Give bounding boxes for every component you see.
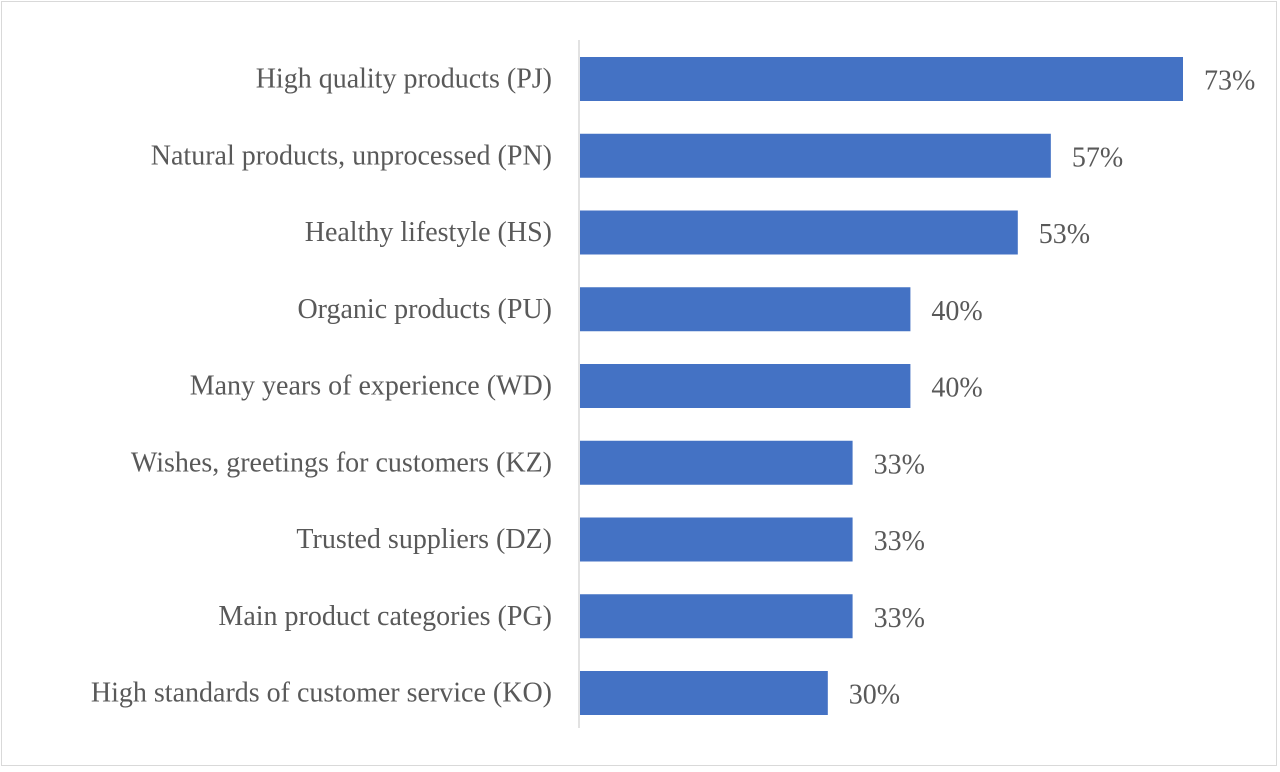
category-label-1: High quality products (PJ) [256,64,552,95]
value-label-8: 33% [874,603,925,634]
value-label-2: 57% [1072,142,1123,173]
category-label-6: Wishes, greetings for customers (KZ) [131,447,552,478]
category-label-3: Healthy lifestyle (HS) [305,217,552,248]
bar-1 [580,57,1183,101]
bars-group [580,57,1183,715]
category-label-8: Main product categories (PG) [218,601,552,632]
bar-5 [580,364,911,408]
value-label-3: 53% [1039,219,1090,250]
value-label-9: 30% [849,680,900,711]
bar-7 [580,517,853,562]
value-label-7: 33% [874,526,925,557]
value-label-4: 40% [931,296,982,327]
value-label-5: 40% [931,373,982,404]
value-labels: 73% 57% 53% 40% 40% 33% 33% 33% 30% [849,66,1256,711]
category-label-2: Natural products, unprocessed (PN) [151,140,552,171]
bar-6 [580,440,853,485]
category-labels: High quality products (PJ) Natural produc… [91,64,552,709]
bar-4 [580,287,911,332]
value-label-6: 33% [874,449,925,480]
category-label-4: Organic products (PU) [297,294,552,325]
category-label-7: Trusted suppliers (DZ) [296,524,552,555]
category-label-5: Many years of experience (WD) [190,371,552,402]
bar-8 [580,594,853,639]
bar-3 [580,210,1018,255]
bar-2 [580,133,1051,178]
bar-9 [580,671,828,715]
category-label-9: High standards of customer service (KO) [91,678,552,709]
value-label-1: 73% [1204,66,1255,97]
